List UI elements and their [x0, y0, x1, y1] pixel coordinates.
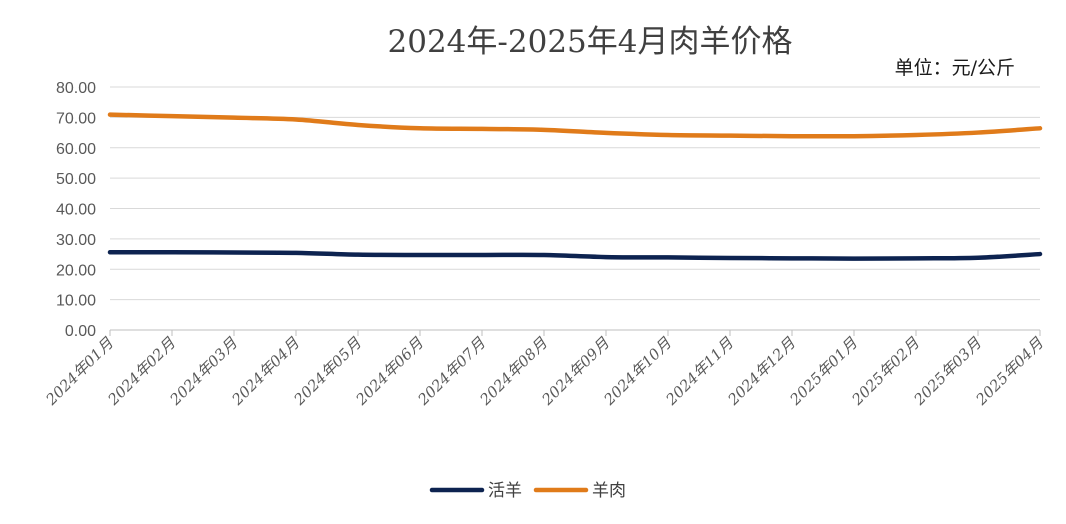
x-axis: 2024年01月2024年02月2024年03月2024年04月2024年05月… [42, 330, 1048, 409]
legend: 活羊 羊肉 [429, 481, 626, 501]
gridlines [110, 86, 1040, 331]
unit-label: 单位：元/公斤 [895, 57, 1015, 79]
series-lines [107, 112, 1043, 261]
y-axis-ticks: 0.00 10.00 20.00 30.00 40.00 50.00 60.00 70.00 8… [56, 80, 96, 340]
y-tick-label: 10.00 [56, 293, 96, 310]
y-tick-label: 80.00 [56, 80, 96, 97]
chart-title: 2024年-2025年4月肉羊价格 [388, 24, 793, 60]
y-tick-label: 60.00 [56, 141, 96, 158]
x-tick-label: 2025年04月 [972, 333, 1048, 409]
y-tick-label: 70.00 [56, 110, 96, 127]
y-tick-label: 30.00 [56, 232, 96, 249]
series-line-1 [107, 112, 1043, 139]
y-tick-label: 40.00 [56, 202, 96, 219]
y-tick-label: 50.00 [56, 171, 96, 188]
legend-label: 活羊 [488, 481, 522, 501]
series-line-0 [107, 249, 1043, 261]
legend-label: 羊肉 [592, 481, 626, 501]
y-tick-label: 20.00 [56, 262, 96, 279]
y-tick-label: 0.00 [65, 323, 96, 340]
